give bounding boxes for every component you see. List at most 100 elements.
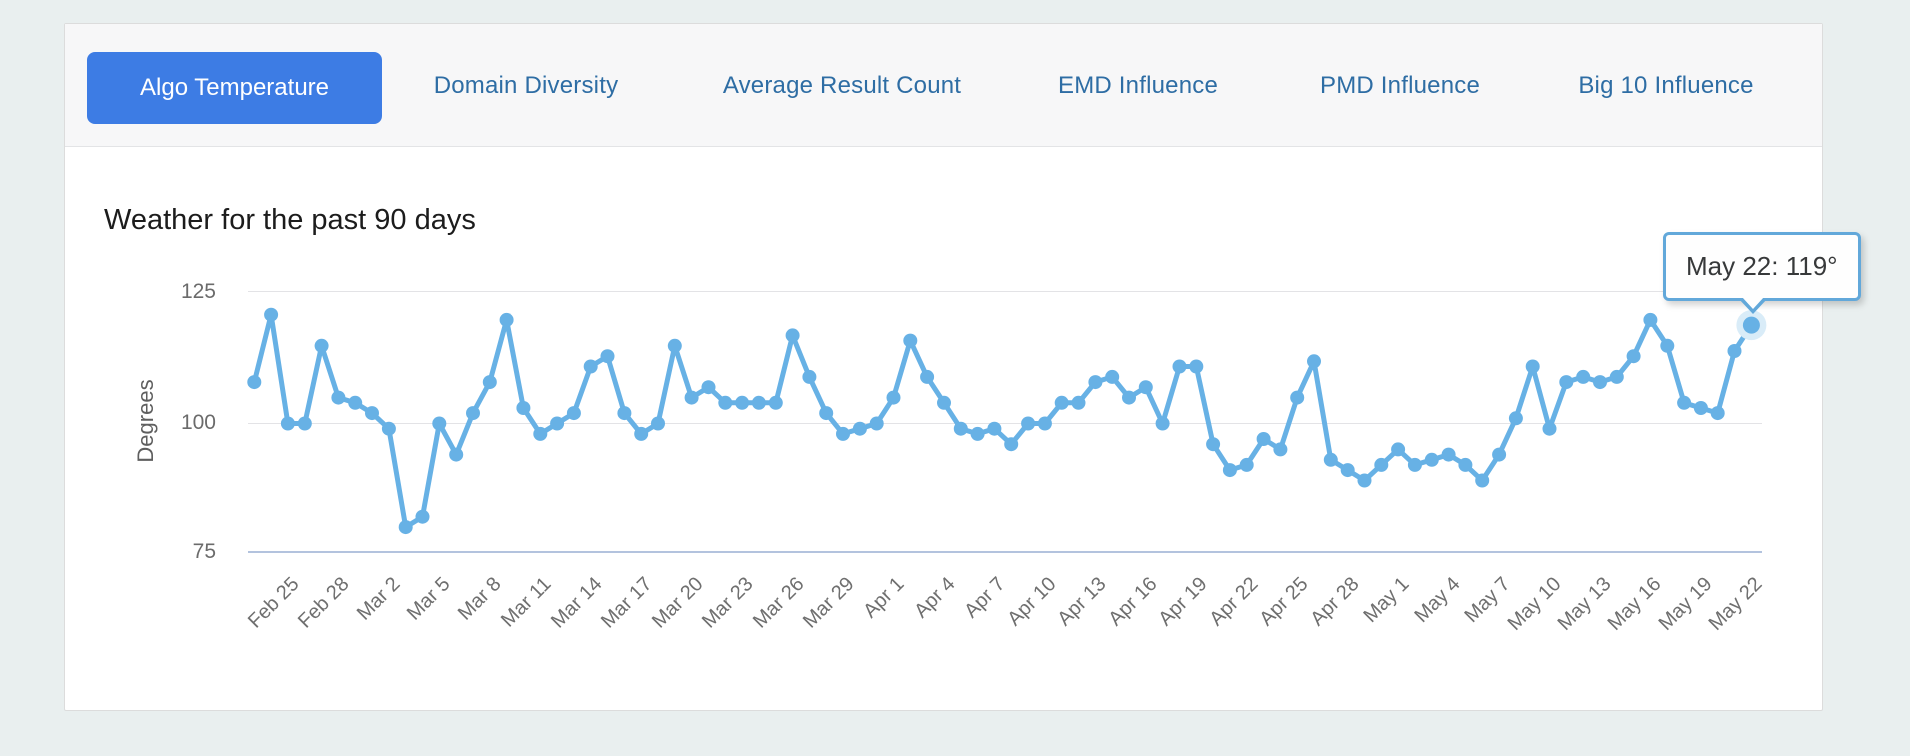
data-point[interactable] [836,426,850,441]
data-point[interactable] [280,416,295,431]
data-point[interactable] [1054,395,1069,410]
data-point[interactable] [768,395,783,410]
data-point[interactable] [1323,452,1338,467]
data-point[interactable] [1088,375,1103,390]
data-point[interactable] [1071,395,1086,410]
data-point[interactable] [331,390,346,405]
data-point[interactable] [516,401,531,415]
data-point[interactable] [735,395,750,410]
data-point[interactable] [1643,312,1658,327]
tab-emd-influence[interactable]: EMD Influence [1058,24,1218,147]
data-point[interactable] [1391,442,1406,457]
data-point[interactable] [1172,359,1187,374]
data-point[interactable] [1273,442,1288,457]
data-point[interactable] [987,421,1002,436]
tab-domain-diversity[interactable]: Domain Diversity [434,24,619,147]
data-point[interactable] [1710,406,1725,421]
data-point[interactable] [415,509,430,524]
data-point[interactable] [297,416,312,431]
data-point[interactable] [1508,411,1523,426]
data-point[interactable] [482,375,497,390]
data-point[interactable] [1105,369,1120,384]
data-point[interactable] [1693,401,1708,415]
data-point[interactable] [970,426,985,441]
data-point[interactable] [1559,375,1574,390]
data-point[interactable] [1222,463,1237,478]
data-point[interactable] [651,416,665,431]
data-point[interactable] [314,338,329,353]
data-point[interactable] [1155,416,1170,431]
chart-title: Weather for the past 90 days [104,204,476,236]
tab-algo-temperature[interactable]: Algo Temperature [87,52,382,124]
data-point[interactable] [1492,447,1507,462]
data-point[interactable] [348,395,363,410]
data-point[interactable] [600,349,615,364]
tooltip-text: May 22: 119° [1686,251,1838,281]
data-point[interactable] [1239,457,1254,472]
data-point[interactable] [1004,437,1019,452]
data-point[interactable] [1542,421,1557,436]
data-point[interactable] [449,447,464,462]
data-point[interactable] [1021,416,1036,431]
data-point[interactable] [1138,380,1153,395]
data-point[interactable] [802,369,817,384]
data-point[interactable] [264,307,279,322]
data-point[interactable] [1290,390,1305,405]
data-point[interactable] [533,426,548,441]
data-point[interactable] [247,375,262,390]
data-point[interactable] [1441,447,1456,462]
data-point[interactable] [566,406,581,421]
data-point[interactable] [869,416,884,431]
data-point[interactable] [1458,457,1473,472]
tab-average-result-count[interactable]: Average Result Count [723,24,961,147]
data-point[interactable] [1677,395,1692,410]
data-point[interactable] [365,406,379,421]
data-point[interactable] [1475,473,1490,488]
data-point[interactable] [1357,473,1372,488]
data-point[interactable] [1593,375,1607,390]
data-point[interactable] [819,406,834,421]
data-point[interactable] [499,312,514,327]
data-point[interactable] [1307,354,1321,369]
data-point[interactable] [550,416,565,431]
data-point[interactable] [1576,369,1591,384]
data-point[interactable] [398,520,413,535]
data-point[interactable] [751,395,766,410]
data-point[interactable] [617,406,632,421]
data-point[interactable] [1609,369,1624,384]
data-point[interactable] [785,328,800,343]
tab-big-10-influence[interactable]: Big 10 Influence [1578,24,1753,147]
data-point[interactable] [1340,463,1355,478]
data-point[interactable] [903,333,918,348]
data-point[interactable] [466,406,480,421]
data-point[interactable] [1525,359,1540,374]
data-point[interactable] [1407,457,1422,472]
data-point[interactable] [1374,457,1389,472]
data-point[interactable] [634,426,649,441]
tab-bar: Algo Temperature Domain Diversity Averag… [65,24,1822,147]
y-tick-75: 75 [192,540,216,563]
tab-pmd-influence[interactable]: PMD Influence [1320,24,1480,147]
data-point[interactable] [684,390,699,405]
data-point[interactable] [1727,344,1742,358]
data-point[interactable] [1122,390,1136,405]
data-point[interactable] [1256,432,1271,446]
data-point[interactable] [1037,416,1052,431]
data-point[interactable] [852,421,867,436]
data-point[interactable] [1626,349,1641,364]
data-point[interactable] [920,369,935,384]
data-point[interactable] [432,416,447,431]
data-point[interactable] [1424,452,1439,467]
data-point-highlighted[interactable] [1742,316,1760,334]
data-point[interactable] [583,359,598,374]
data-point[interactable] [381,421,396,436]
data-point[interactable] [701,380,716,395]
data-point[interactable] [667,338,682,353]
data-point[interactable] [886,390,901,405]
data-point[interactable] [1206,437,1221,452]
data-point[interactable] [718,395,733,410]
data-point[interactable] [1189,359,1204,374]
data-point[interactable] [1660,338,1675,353]
data-point[interactable] [937,395,951,410]
data-point[interactable] [953,421,968,436]
